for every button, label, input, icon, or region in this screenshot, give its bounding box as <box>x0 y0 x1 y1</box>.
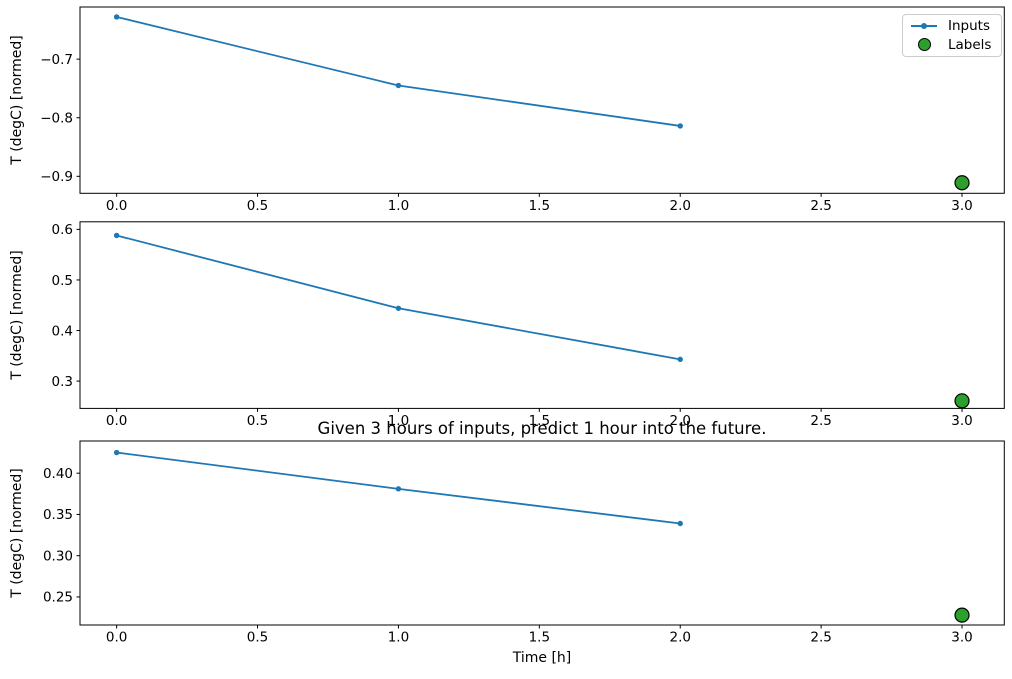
inputs-line-icon <box>909 23 939 30</box>
labels-marker <box>954 607 970 623</box>
x-tick-label: 0.5 <box>247 198 268 214</box>
x-tick-label: 1.0 <box>388 413 409 429</box>
inputs-marker <box>395 82 402 89</box>
x-tick-label: 1.0 <box>388 198 409 214</box>
x-tick-label: 0.0 <box>106 630 127 646</box>
y-tick-label: 0.35 <box>43 507 73 523</box>
inputs-marker <box>113 14 120 20</box>
inputs-marker <box>113 232 120 239</box>
x-tick-label: 0.5 <box>247 630 268 646</box>
inputs-marker <box>395 305 402 311</box>
legend-item-labels: Labels <box>909 36 995 54</box>
y-tick-label: 0.6 <box>52 222 73 238</box>
y-axis-label-bottom: T (degC) [normed] <box>9 468 25 598</box>
plot-area <box>79 6 1005 194</box>
x-tick-label: 1.0 <box>388 630 409 646</box>
x-tick-label: 0.0 <box>106 413 127 429</box>
y-tick-label: −0.9 <box>40 169 73 185</box>
plot-area <box>79 221 1005 409</box>
inputs-line-swatch <box>911 23 937 30</box>
x-tick-label: 0.5 <box>247 413 268 429</box>
y-tick-label: −0.7 <box>40 52 73 68</box>
inputs-marker-icon <box>921 23 927 30</box>
y-axis-label-top: T (degC) [normed] <box>9 35 25 165</box>
labels-marker <box>954 175 970 191</box>
y-axis-label-middle: T (degC) [normed] <box>9 250 25 380</box>
x-tick-label: 2.0 <box>669 630 690 646</box>
legend: Inputs Labels <box>902 14 1002 57</box>
inputs-marker <box>677 356 683 363</box>
y-tick-label: 0.3 <box>52 374 73 390</box>
x-tick-label: 2.0 <box>669 198 690 214</box>
y-tick-label: 0.40 <box>43 466 73 482</box>
y-tick-label: 0.5 <box>52 273 73 289</box>
x-tick-label: 3.0 <box>951 630 972 646</box>
y-tick-label: 0.25 <box>43 590 73 606</box>
x-tick-label: 1.5 <box>529 630 550 646</box>
y-tick-label: −0.8 <box>40 111 73 127</box>
inputs-marker <box>677 520 683 527</box>
labels-marker-icon <box>917 38 931 52</box>
x-tick-label: 2.5 <box>810 198 831 214</box>
labels-marker <box>954 393 970 409</box>
plot-area <box>79 440 1005 626</box>
legend-item-inputs: Inputs <box>909 17 995 35</box>
legend-label-labels: Labels <box>948 36 992 53</box>
x-tick-label: 1.5 <box>529 198 550 214</box>
inputs-marker <box>677 123 683 129</box>
x-tick-label: 2.0 <box>669 413 690 429</box>
x-tick-label: 2.5 <box>810 630 831 646</box>
x-tick-label: 2.5 <box>810 413 831 429</box>
y-tick-label: 0.4 <box>52 323 73 339</box>
x-tick-label: 3.0 <box>951 198 972 214</box>
legend-label-inputs: Inputs <box>948 18 990 35</box>
inputs-marker <box>395 486 402 492</box>
inputs-marker <box>113 449 120 456</box>
x-tick-label: 3.0 <box>951 413 972 429</box>
labels-marker-wrap <box>909 38 939 52</box>
x-tick-label: 1.5 <box>529 413 550 429</box>
y-tick-label: 0.30 <box>43 548 73 564</box>
x-axis-label: Time [h] <box>512 650 572 666</box>
x-tick-label: 0.0 <box>106 198 127 214</box>
